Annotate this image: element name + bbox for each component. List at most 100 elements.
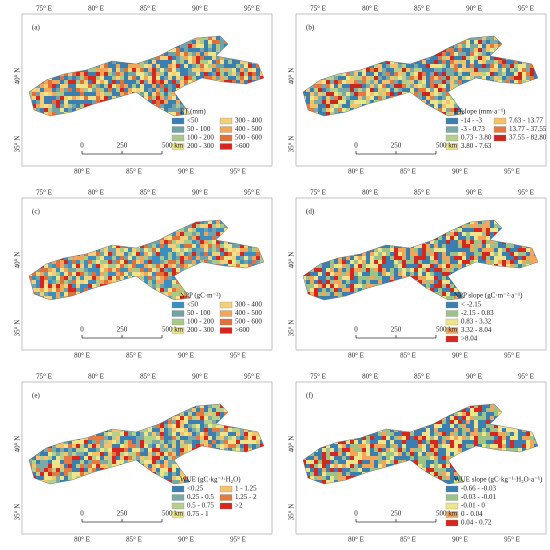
map-cell: [72, 260, 77, 265]
scale-label: 500 km: [162, 326, 184, 334]
map-cell: [454, 60, 459, 65]
map-cell: [236, 68, 241, 73]
map-cell: [56, 296, 61, 300]
map-cell: [196, 232, 201, 237]
map-cell: [390, 64, 395, 69]
map-cell: [96, 280, 101, 285]
map-cell: [252, 256, 257, 261]
map-cell: [100, 252, 105, 257]
map-cell: [48, 100, 53, 105]
map-cell: [116, 264, 121, 269]
map-cell: [326, 112, 331, 116]
map-cell: [502, 80, 507, 85]
latitude-label: 40° N: [14, 252, 22, 269]
map-cell: [192, 64, 197, 69]
map-cell: [510, 76, 515, 81]
map-cell: [68, 268, 73, 273]
map-cell: [208, 44, 213, 49]
map-cell: [204, 44, 209, 49]
map-cell: [240, 68, 245, 73]
map-cell: [216, 248, 221, 253]
map-cell: [486, 248, 491, 253]
scale-label: 250: [117, 142, 128, 150]
map-cell: [526, 76, 531, 81]
map-cell: [60, 92, 65, 97]
legend-swatch: [171, 143, 185, 150]
map-cell: [112, 96, 117, 101]
map-cell: [140, 252, 145, 257]
map-cell: [442, 56, 447, 61]
map-cell: [140, 276, 145, 281]
map-cell: [152, 260, 157, 265]
map-cell: [414, 84, 419, 89]
map-cell: [232, 68, 237, 73]
map-cell: [100, 260, 105, 265]
map-cell: [474, 244, 479, 249]
map-cell: [64, 272, 69, 277]
map-cell: [224, 248, 229, 253]
map-cell: [68, 256, 73, 261]
map-cell: [382, 84, 387, 89]
map-cell: [208, 68, 213, 73]
map-cell: [482, 232, 487, 237]
map-cell: [124, 76, 129, 81]
map-cell: [88, 256, 93, 261]
map-cell: [378, 84, 383, 89]
map-cell: [418, 92, 423, 97]
map-cell: [374, 76, 379, 81]
map-cell: [164, 280, 169, 285]
map-cell: [430, 240, 435, 245]
map-cell: [180, 292, 185, 297]
map-cell: [466, 44, 471, 49]
map-cell: [172, 112, 177, 116]
map-cell: [176, 280, 181, 285]
map-cell: [176, 80, 181, 85]
map-cell: [418, 72, 423, 77]
map-cell: [52, 92, 57, 97]
map-cell: [168, 84, 173, 89]
map-cell: [482, 64, 487, 69]
map-cell: [434, 68, 439, 73]
map-cell: [438, 240, 443, 245]
scale-label: 250: [117, 326, 128, 334]
map-cell: [116, 84, 121, 89]
map-cell: [80, 92, 85, 97]
map-cell: [478, 36, 483, 41]
map-cell: [168, 108, 173, 113]
map-cell: [40, 88, 45, 93]
map-cell: [160, 248, 165, 253]
map-cell: [462, 244, 467, 249]
map-cell: [200, 224, 205, 229]
map-cell: [446, 56, 451, 61]
map-cell: [236, 248, 241, 253]
map-cell: [342, 80, 347, 85]
longitude-label: 95° E: [244, 189, 260, 197]
map-cell: [330, 100, 335, 105]
map-cell: [216, 76, 221, 81]
map-cell: [144, 260, 149, 265]
map-cell: [514, 248, 519, 253]
longitude-label: 75° E: [36, 5, 52, 13]
map-cell: [204, 76, 209, 81]
map-cell: [104, 280, 109, 285]
map-cell: [326, 88, 331, 93]
map-cell: [430, 68, 435, 73]
map-cell: [148, 256, 153, 261]
map-cell: [68, 292, 73, 297]
map-cell: [426, 84, 431, 89]
map-cell: [212, 260, 217, 265]
map-cell: [422, 76, 427, 81]
map-cell: [96, 72, 101, 77]
map-cell: [60, 264, 65, 269]
map-cell: [148, 284, 153, 289]
map-cell: [64, 256, 69, 261]
panel-letter: (c): [32, 208, 40, 216]
map-cell: [446, 96, 451, 101]
map-cell: [192, 40, 197, 45]
map-cell: [478, 248, 483, 253]
map-cell: [244, 252, 249, 257]
map-cell: [248, 260, 253, 265]
map-cell: [438, 88, 443, 93]
map-cell: [482, 224, 487, 229]
map-cell: [140, 256, 145, 261]
